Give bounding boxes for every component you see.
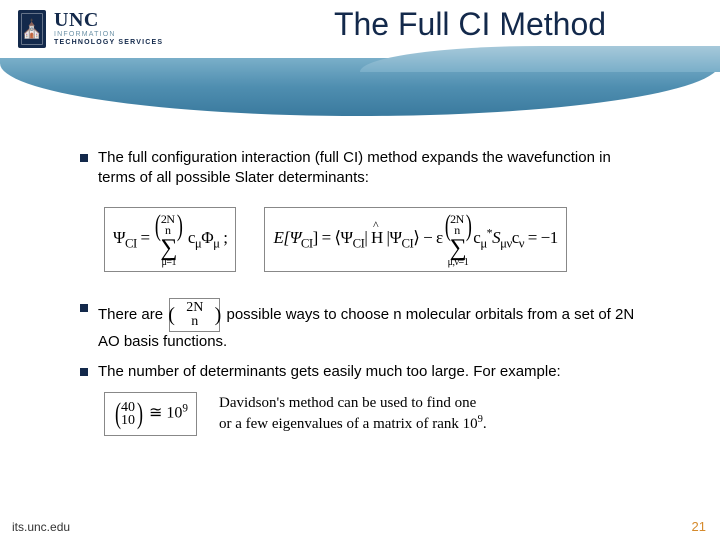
bullet-icon xyxy=(80,304,88,312)
eq2-lead2: ] = ⟨Ψ xyxy=(313,228,353,247)
eq1-psi-sub: CI xyxy=(125,236,137,250)
binom-bot: n xyxy=(185,315,204,329)
equation-1-box: ΨCI = (2Nn)∑μ=1 cμΦμ ; xyxy=(104,207,236,272)
approx-box: (4010) ≅ 109 xyxy=(104,392,197,436)
bullet-2: There are 2Nn possible ways to choose n … xyxy=(80,298,640,352)
bullet-1-text: The full configuration interaction (full… xyxy=(98,148,640,189)
bullet-3: The number of determinants gets easily m… xyxy=(80,362,640,382)
bullet-2-text: There are 2Nn possible ways to choose n … xyxy=(98,298,640,352)
approx-rel: ≅ 10 xyxy=(145,405,182,422)
logo-subtitle-1: INFORMATION xyxy=(54,30,163,39)
slide: ⛪ UNC INFORMATION TECHNOLOGY SERVICES Th… xyxy=(0,0,720,540)
logo-subtitle-2: TECHNOLOGY SERVICES xyxy=(54,39,163,46)
davidson-note: Davidson's method can be used to find on… xyxy=(219,394,487,435)
slide-title: The Full CI Method xyxy=(260,6,680,43)
logo-unc: UNC xyxy=(54,10,163,30)
eq1-semi: ; xyxy=(219,228,227,247)
approx-top: 40 xyxy=(121,401,135,414)
eq2-hamiltonian: H xyxy=(371,228,383,247)
eq2-sum-bot: μ,ν=1 xyxy=(448,258,469,267)
eq1-equals: = xyxy=(137,228,154,247)
footer-url: its.unc.edu xyxy=(12,520,70,534)
content: The full configuration interaction (full… xyxy=(80,148,640,436)
eq2-sum: (2Nn)∑μ,ν=1 xyxy=(443,212,474,267)
eq2-s: S xyxy=(492,228,500,247)
eq1-psi: Ψ xyxy=(113,228,125,247)
example-row: (4010) ≅ 109 Davidson's method can be us… xyxy=(104,392,640,436)
eq2-lead: E[Ψ xyxy=(273,228,300,247)
binom-top: 2N xyxy=(180,300,209,315)
binomial-inline: 2Nn xyxy=(169,298,220,332)
bullet-3-text: The number of determinants gets easily m… xyxy=(98,362,561,382)
eq1-c: c xyxy=(188,228,195,247)
equation-2-box: E[ΨCI] = ⟨ΨCI| H |ΨCI⟩ − ε(2Nn)∑μ,ν=1cμ*… xyxy=(264,207,566,272)
eq1-phi: Φ xyxy=(201,228,213,247)
eq2-c2: c xyxy=(512,228,519,247)
eq2-mid3: ⟩ − ε xyxy=(413,228,442,247)
bullet-icon xyxy=(80,368,88,376)
eq2-tail: = −1 xyxy=(524,228,558,247)
approx-bot: 10 xyxy=(121,414,135,427)
bullet-2-pre: There are xyxy=(98,306,167,323)
logo: ⛪ UNC INFORMATION TECHNOLOGY SERVICES xyxy=(18,10,163,48)
bullet-1: The full configuration interaction (full… xyxy=(80,148,640,189)
approx-exp: 9 xyxy=(182,403,188,415)
eq2-mid2: |Ψ xyxy=(383,228,402,247)
davidson-line-1: Davidson's method can be used to find on… xyxy=(219,394,487,414)
davidson-line-2: or a few eigenvalues of a matrix of rank… xyxy=(219,413,487,435)
logo-text: UNC INFORMATION TECHNOLOGY SERVICES xyxy=(54,10,163,46)
equation-2: E[ΨCI] = ⟨ΨCI| H |ΨCI⟩ − ε(2Nn)∑μ,ν=1cμ*… xyxy=(273,228,557,247)
equation-row: ΨCI = (2Nn)∑μ=1 cμΦμ ; E[ΨCI] = ⟨ΨCI| H … xyxy=(104,207,640,272)
eq1-sum: (2Nn)∑μ=1 xyxy=(153,212,184,267)
binom-wrap: 2N xyxy=(174,301,215,315)
equation-1: ΨCI = (2Nn)∑μ=1 cμΦμ ; xyxy=(113,228,227,247)
eq2-lead2-sub: CI xyxy=(353,236,365,250)
wave-banner xyxy=(0,58,720,116)
bullet-icon xyxy=(80,154,88,162)
eq2-s-sub: μν xyxy=(500,236,512,250)
eq2-mid2-sub: CI xyxy=(402,236,414,250)
slide-number: 21 xyxy=(692,519,706,534)
eq1-sum-bot: μ=1 xyxy=(161,258,176,267)
logo-mark: ⛪ xyxy=(18,10,46,48)
eq2-lead-sub: CI xyxy=(301,236,313,250)
